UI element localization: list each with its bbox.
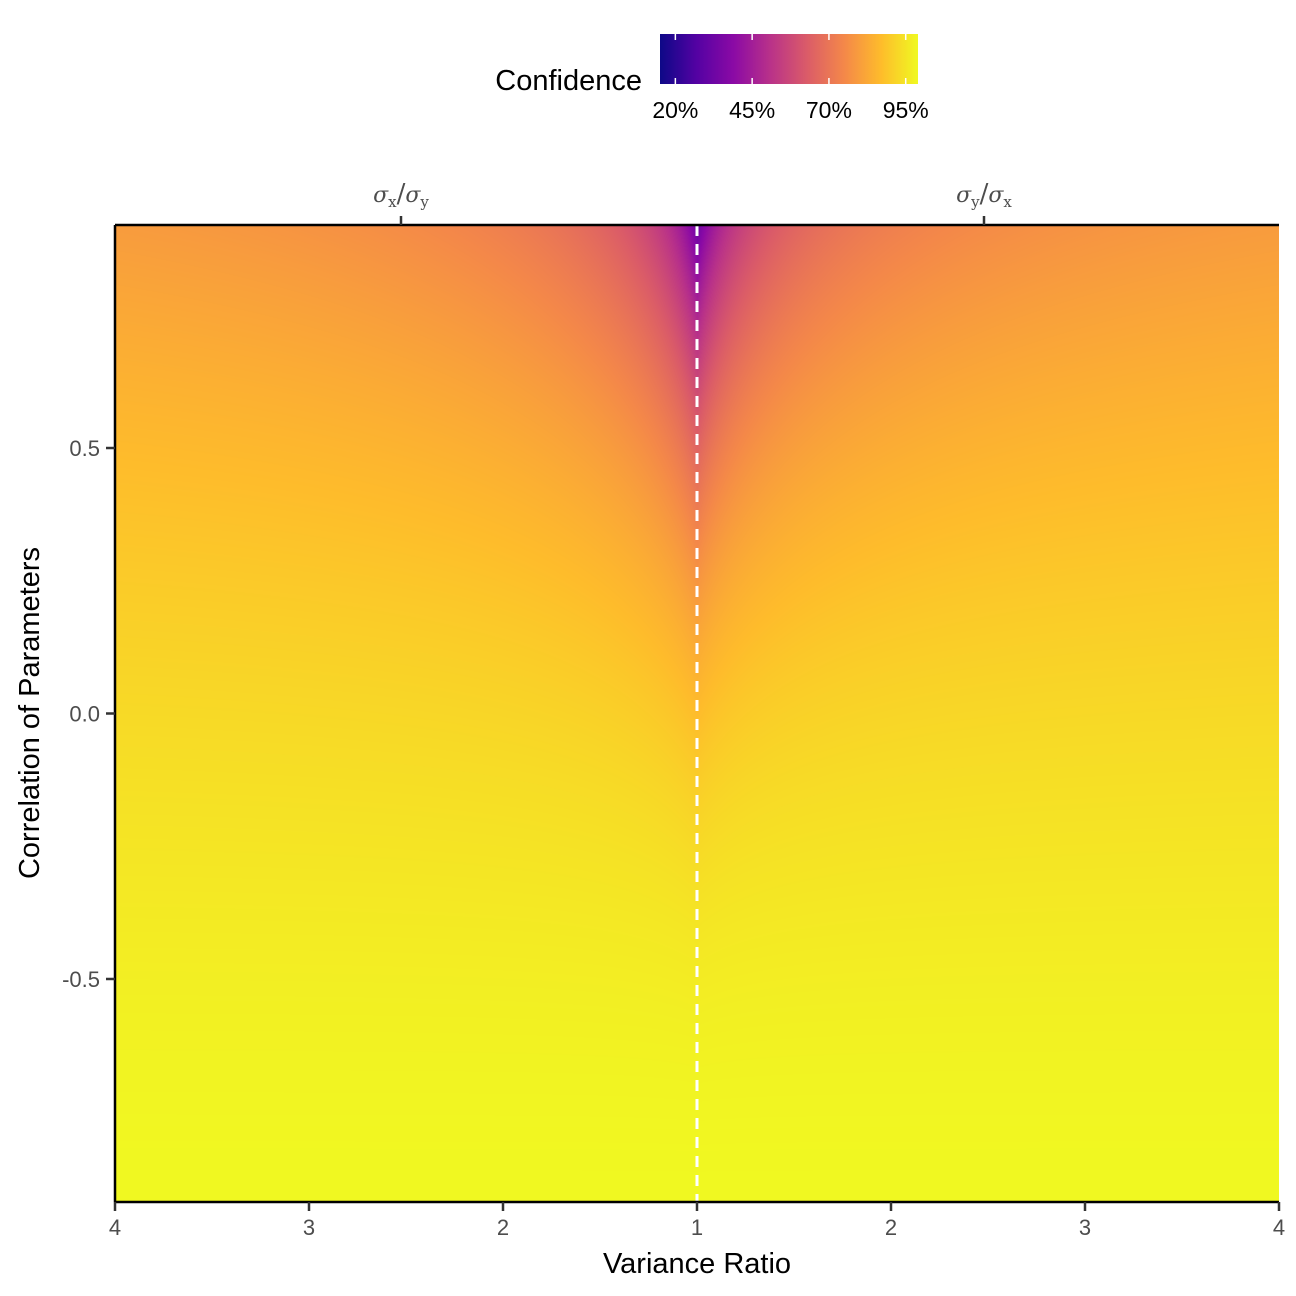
- x-tick-label: 4: [1273, 1215, 1285, 1240]
- legend-label: 20%: [652, 97, 698, 123]
- legend-colorbar: [660, 34, 918, 84]
- y-tick-label: -0.5: [62, 967, 100, 992]
- slash: /: [397, 179, 406, 209]
- legend-labels: 20% 45% 70% 95%: [652, 97, 928, 123]
- y-tick-label: 0.5: [69, 436, 100, 461]
- x-axis: 4 3 2 1 2 3 4 Variance Ratio: [109, 1202, 1285, 1280]
- y-ticks: 0.5 0.0 -0.5: [62, 436, 115, 992]
- x-axis-title: Variance Ratio: [603, 1248, 791, 1280]
- legend: Confidence 20% 45% 70% 95%: [495, 34, 929, 123]
- x-tick-label: 2: [497, 1215, 509, 1240]
- legend-label: 70%: [806, 97, 852, 123]
- legend-label: 45%: [729, 97, 775, 123]
- top-axis-label-left: σx/σy: [373, 179, 429, 211]
- x-tick-label: 4: [109, 1215, 121, 1240]
- x-tick-label: 1: [691, 1215, 703, 1240]
- y-axis-title: Correlation of Parameters: [14, 547, 46, 879]
- sigma-symbol: σ: [373, 183, 389, 208]
- top-axis: σx/σy σy/σx: [373, 179, 1012, 225]
- heatmap-cells: [115, 225, 1279, 1202]
- legend-ticks: [674, 34, 907, 84]
- x-tick-label: 3: [1079, 1215, 1091, 1240]
- subscript: y: [419, 193, 429, 211]
- subscript: x: [388, 193, 397, 211]
- y-axis: 0.5 0.0 -0.5 Correlation of Parameters: [14, 436, 115, 992]
- y-tick-label: 0.0: [69, 702, 100, 727]
- top-axis-label-right: σy/σx: [956, 179, 1012, 211]
- slash: /: [980, 179, 989, 209]
- x-tick-label: 2: [885, 1215, 897, 1240]
- sigma-symbol: σ: [988, 183, 1004, 208]
- sigma-symbol: σ: [405, 183, 421, 208]
- subscript: x: [1003, 193, 1012, 211]
- legend-title: Confidence: [495, 65, 642, 97]
- heatmap-panel: [113, 223, 1279, 1204]
- x-tick-label: 3: [303, 1215, 315, 1240]
- sigma-symbol: σ: [956, 183, 972, 208]
- x-ticks: 4 3 2 1 2 3 4: [109, 1202, 1285, 1240]
- legend-label: 95%: [883, 97, 929, 123]
- subscript: y: [970, 193, 980, 211]
